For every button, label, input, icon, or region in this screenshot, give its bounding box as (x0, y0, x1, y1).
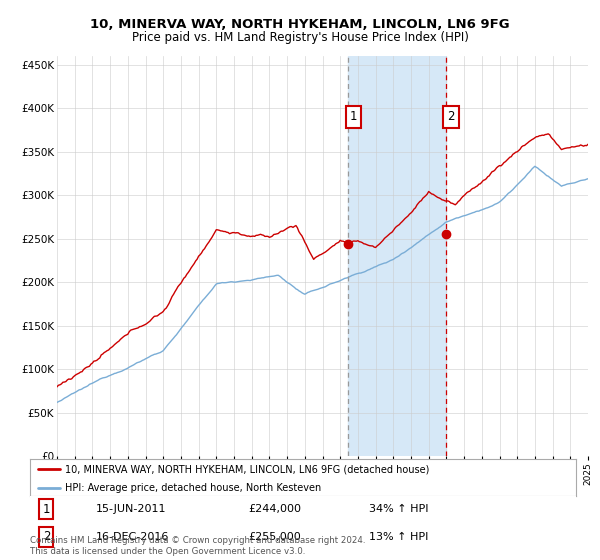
Bar (348, 56, 446, 456)
Text: 1: 1 (43, 503, 50, 516)
Text: 2: 2 (447, 110, 455, 123)
Text: 10, MINERVA WAY, NORTH HYKEHAM, LINCOLN, LN6 9FG (detached house): 10, MINERVA WAY, NORTH HYKEHAM, LINCOLN,… (65, 464, 430, 474)
Text: £255,000: £255,000 (248, 532, 301, 542)
Text: 2: 2 (43, 530, 50, 543)
Text: 10, MINERVA WAY, NORTH HYKEHAM, LINCOLN, LN6 9FG: 10, MINERVA WAY, NORTH HYKEHAM, LINCOLN,… (90, 18, 510, 31)
Text: HPI: Average price, detached house, North Kesteven: HPI: Average price, detached house, Nort… (65, 483, 322, 493)
Text: Price paid vs. HM Land Registry's House Price Index (HPI): Price paid vs. HM Land Registry's House … (131, 31, 469, 44)
Text: 16-DEC-2016: 16-DEC-2016 (95, 532, 169, 542)
Text: 13% ↑ HPI: 13% ↑ HPI (368, 532, 428, 542)
Text: 34% ↑ HPI: 34% ↑ HPI (368, 504, 428, 514)
Text: £244,000: £244,000 (248, 504, 301, 514)
Text: 1: 1 (350, 110, 357, 123)
Text: 15-JUN-2011: 15-JUN-2011 (95, 504, 166, 514)
Text: Contains HM Land Registry data © Crown copyright and database right 2024.
This d: Contains HM Land Registry data © Crown c… (30, 536, 365, 556)
